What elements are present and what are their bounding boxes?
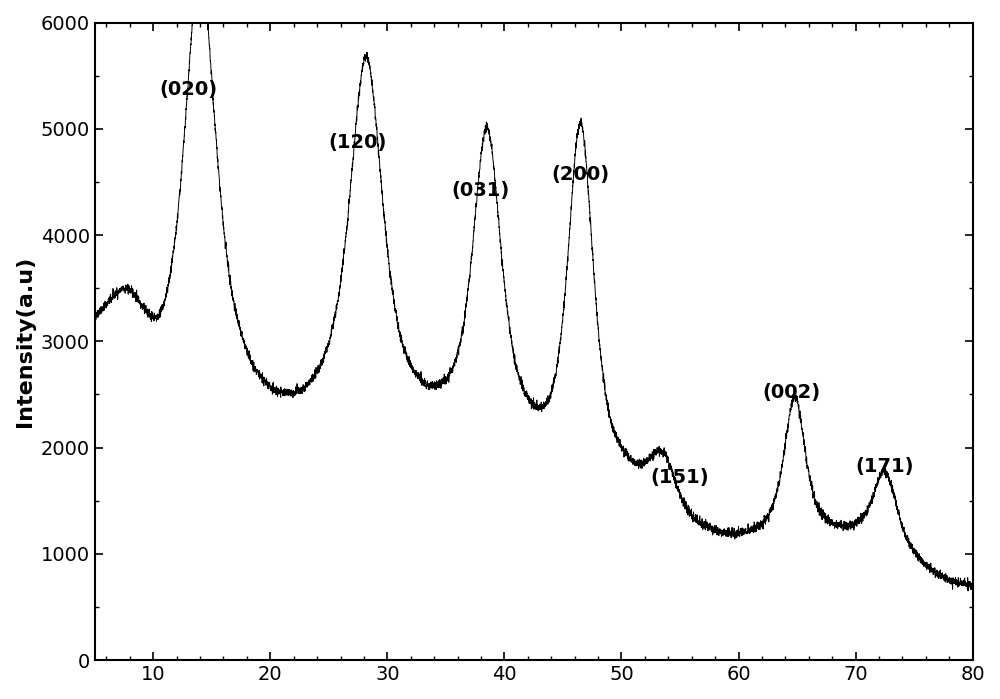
Y-axis label: Intensity(a.u): Intensity(a.u): [15, 256, 35, 427]
Text: (171): (171): [856, 457, 914, 476]
Text: (020): (020): [159, 80, 217, 99]
Text: (200): (200): [551, 165, 609, 184]
Text: (151): (151): [651, 468, 709, 487]
Text: (002): (002): [762, 383, 820, 402]
Text: (120): (120): [329, 133, 387, 152]
Text: (031): (031): [452, 181, 510, 200]
